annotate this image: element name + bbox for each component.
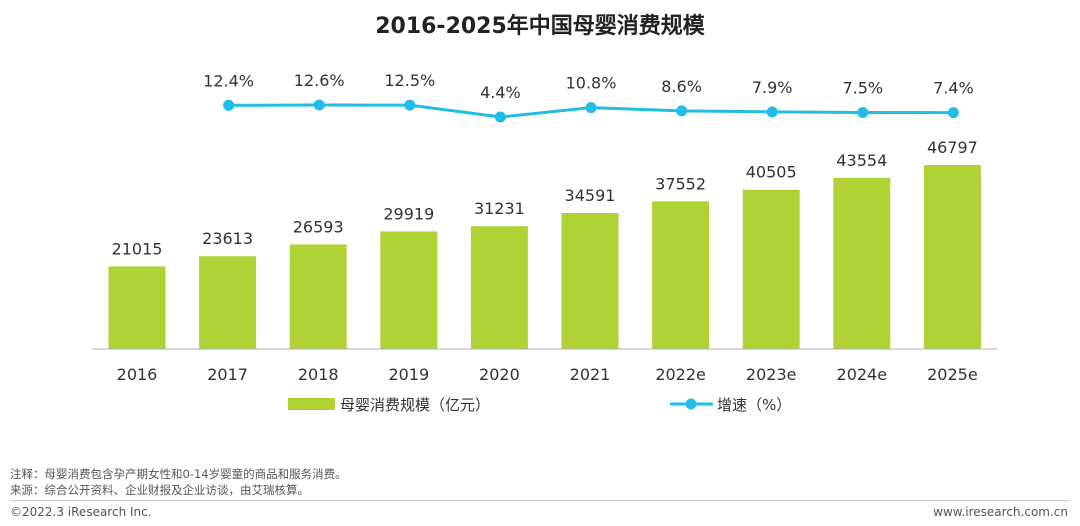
legend: 母婴消费规模（亿元） 增速（%）: [288, 396, 791, 414]
bar-2019: [380, 231, 438, 349]
growth-point-2021: [585, 102, 597, 114]
growth-label-2020: 4.4%: [480, 83, 521, 102]
growth-label-2018: 12.6%: [294, 71, 345, 90]
x-tick-label-2017: 2017: [207, 365, 248, 384]
legend-line-label: 增速（%）: [717, 396, 791, 414]
chart-canvas: 2016-2025年中国母婴消费规模 12.4% 12.6% 12.5% 4.4% 10…: [92, 13, 997, 414]
bar-value-label-2024e: 43554: [836, 151, 887, 170]
growth-point-2020: [494, 111, 506, 123]
bar-value-label-2018: 26593: [293, 217, 344, 236]
x-tick-label-2016: 2016: [117, 365, 158, 384]
bar-value-label-2019: 29919: [383, 204, 434, 223]
legend-bar-label: 母婴消费规模（亿元）: [340, 396, 490, 414]
bar-value-label-2016: 21015: [112, 239, 163, 258]
bar-value-label-2023e: 40505: [746, 163, 797, 182]
bar-value-label-2021: 34591: [565, 186, 616, 205]
growth-label-2024e: 7.5%: [842, 79, 883, 98]
bar-value-label-2020: 31231: [474, 199, 525, 218]
copyright: ©2022.3 iResearch Inc.: [10, 505, 152, 519]
bar-value-label-2025e: 46797: [927, 138, 978, 157]
x-axis-ticks: 2016 2017 2018 2019 2020 2021 2022e 2023e 2024e 2…: [117, 365, 978, 384]
x-tick-label-2018: 2018: [298, 365, 339, 384]
website: www.iresearch.com.cn: [933, 505, 1068, 519]
growth-point-2024e: [857, 107, 869, 118]
footer-divider: [10, 500, 1070, 501]
legend-line-marker: [685, 398, 697, 410]
source-note: 来源：综合公开资料、企业财报及企业访谈，由艾瑞核算。: [10, 483, 309, 497]
growth-point-2022e: [676, 105, 688, 117]
growth-label-2021: 10.8%: [566, 74, 617, 93]
x-tick-label-2021: 2021: [570, 365, 611, 384]
bar-2023e: [742, 189, 800, 349]
growth-point-2019: [404, 99, 416, 111]
x-tick-label-2024e: 2024e: [837, 365, 888, 384]
bar-2024e: [833, 177, 891, 349]
bar-2025e: [923, 165, 981, 349]
bar-2017: [199, 256, 257, 349]
x-tick-label-2022e: 2022e: [655, 365, 706, 384]
bar-2020: [470, 226, 528, 349]
bar-value-label-2017: 23613: [202, 229, 253, 248]
x-tick-label-2019: 2019: [388, 365, 429, 384]
x-tick-label-2023e: 2023e: [746, 365, 797, 384]
footnote: 注释：母婴消费包含孕产期女性和0-14岁婴童的商品和服务消费。: [10, 467, 347, 481]
bar-2016: [108, 266, 166, 349]
growth-label-2023e: 7.9%: [752, 78, 793, 97]
bar-2021: [561, 213, 619, 349]
bar-layer: 21015 23613 26593 29919 31231 34591 37552 40505…: [108, 138, 981, 349]
growth-point-2017: [223, 99, 235, 111]
growth-label-2025e: 7.4%: [933, 79, 974, 98]
x-tick-label-2020: 2020: [479, 365, 520, 384]
bar-2018: [289, 244, 347, 349]
chart-title: 2016-2025年中国母婴消费规模: [375, 13, 706, 39]
growth-point-2025e: [947, 107, 959, 119]
growth-label-2022e: 8.6%: [661, 77, 702, 96]
growth-label-2017: 12.4%: [203, 71, 254, 90]
bar-value-label-2022e: 37552: [655, 174, 706, 193]
growth-point-2023e: [766, 106, 778, 118]
legend-bar-swatch: [288, 398, 335, 410]
bar-2022e: [652, 201, 710, 349]
growth-point-2018: [313, 99, 325, 111]
growth-line-layer: 12.4% 12.6% 12.5% 4.4% 10.8% 8.6% 7.9% 7.5% 7.4%: [203, 71, 974, 123]
growth-label-2019: 12.5%: [384, 71, 435, 90]
x-tick-label-2025e: 2025e: [927, 365, 978, 384]
